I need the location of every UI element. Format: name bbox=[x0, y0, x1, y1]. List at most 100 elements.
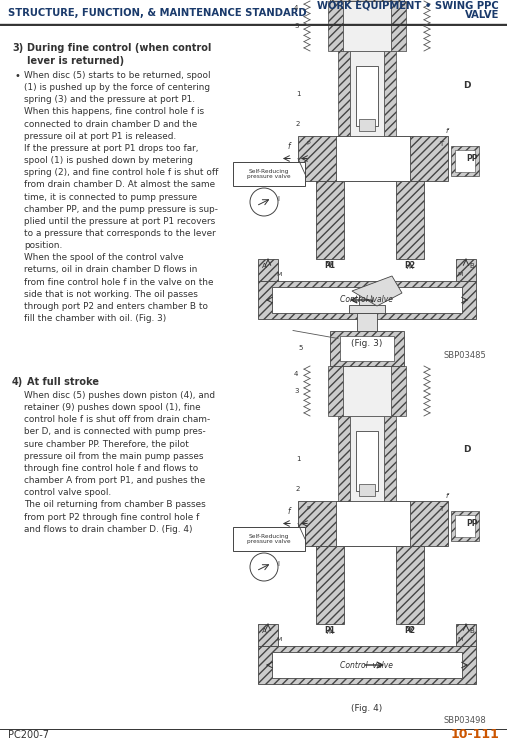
Bar bbox=[328, 1, 343, 51]
Text: Control  valve: Control valve bbox=[341, 661, 393, 670]
Bar bbox=[396, 181, 424, 259]
Bar bbox=[456, 624, 476, 646]
Text: f': f' bbox=[446, 128, 450, 134]
Text: B: B bbox=[469, 628, 474, 634]
Circle shape bbox=[250, 553, 278, 581]
Text: When disc (5) starts to be returned, spool
(1) is pushed up by the force of cent: When disc (5) starts to be returned, spo… bbox=[24, 71, 219, 323]
Text: 10-111: 10-111 bbox=[450, 729, 499, 742]
Bar bbox=[298, 501, 448, 546]
Bar bbox=[330, 0, 404, 1]
Text: PP: PP bbox=[466, 154, 478, 163]
Text: 2: 2 bbox=[296, 486, 300, 492]
Text: l: l bbox=[277, 561, 279, 567]
Text: 3): 3) bbox=[12, 43, 23, 53]
Text: P1: P1 bbox=[324, 626, 336, 635]
Text: D: D bbox=[463, 80, 471, 89]
Text: PP: PP bbox=[466, 519, 478, 528]
Bar bbox=[451, 146, 479, 176]
Text: (Fig. 4): (Fig. 4) bbox=[351, 704, 383, 713]
Text: T: T bbox=[439, 506, 443, 512]
Text: 3: 3 bbox=[294, 23, 299, 29]
Text: 3: 3 bbox=[294, 388, 299, 394]
Text: A: A bbox=[262, 628, 267, 634]
Bar bbox=[316, 546, 344, 624]
Text: •: • bbox=[14, 71, 20, 81]
Text: f: f bbox=[287, 142, 290, 151]
Text: WORK EQUIPMENT • SWING PPC: WORK EQUIPMENT • SWING PPC bbox=[317, 1, 499, 11]
Bar bbox=[258, 259, 278, 281]
Bar bbox=[330, 331, 404, 366]
Bar bbox=[338, 416, 350, 501]
Bar bbox=[356, 431, 378, 491]
Text: During fine control (when control
lever is returned): During fine control (when control lever … bbox=[27, 43, 211, 66]
Text: VALVE: VALVE bbox=[464, 10, 499, 20]
Text: M: M bbox=[457, 637, 462, 642]
Circle shape bbox=[250, 188, 278, 216]
Bar bbox=[328, 366, 343, 416]
Text: P1: P1 bbox=[324, 261, 336, 270]
Text: P2: P2 bbox=[405, 261, 416, 270]
Text: Self-Reducing
pressure valve: Self-Reducing pressure valve bbox=[247, 169, 291, 180]
Polygon shape bbox=[352, 276, 402, 306]
Bar bbox=[233, 527, 305, 551]
Bar bbox=[343, 1, 391, 51]
Text: When disc (5) pushes down piston (4), and
retainer (9) pushes down spool (1), fi: When disc (5) pushes down piston (4), an… bbox=[24, 391, 215, 533]
Text: M: M bbox=[276, 637, 281, 642]
Bar bbox=[316, 181, 344, 259]
Text: STRUCTURE, FUNCTION, & MAINTENANCE STANDARD: STRUCTURE, FUNCTION, & MAINTENANCE STAND… bbox=[8, 8, 307, 18]
Text: 2: 2 bbox=[296, 121, 300, 127]
Text: P: P bbox=[306, 141, 310, 146]
Text: A: A bbox=[262, 263, 267, 269]
Text: 4: 4 bbox=[294, 371, 299, 377]
Bar bbox=[359, 295, 375, 305]
Bar bbox=[340, 336, 394, 361]
Text: SBP03498: SBP03498 bbox=[443, 716, 486, 725]
Bar bbox=[336, 136, 410, 181]
Text: PC200-7: PC200-7 bbox=[8, 730, 49, 740]
Bar bbox=[336, 501, 410, 546]
Bar bbox=[384, 51, 396, 136]
Bar bbox=[258, 281, 476, 319]
Bar bbox=[349, 305, 385, 313]
Bar bbox=[359, 119, 375, 131]
Bar bbox=[338, 51, 350, 136]
Text: 4: 4 bbox=[294, 5, 299, 11]
Bar bbox=[357, 313, 377, 331]
Text: 4): 4) bbox=[12, 377, 23, 387]
Text: M: M bbox=[276, 272, 281, 277]
Text: Control  valve: Control valve bbox=[341, 296, 393, 305]
Bar bbox=[350, 416, 384, 501]
Bar bbox=[272, 287, 462, 313]
Bar bbox=[258, 624, 278, 646]
Bar bbox=[272, 652, 462, 678]
Text: B: B bbox=[469, 263, 474, 269]
Bar bbox=[384, 416, 396, 501]
Text: SBP03485: SBP03485 bbox=[443, 351, 486, 360]
Bar bbox=[356, 66, 378, 126]
Bar bbox=[456, 259, 476, 281]
Bar bbox=[455, 150, 475, 172]
Text: Self-Reducing
pressure valve: Self-Reducing pressure valve bbox=[247, 533, 291, 545]
Bar bbox=[298, 136, 448, 181]
Text: 1: 1 bbox=[296, 456, 301, 462]
Text: M: M bbox=[457, 272, 462, 277]
Bar bbox=[258, 646, 476, 684]
Text: At full stroke: At full stroke bbox=[27, 377, 99, 387]
Text: l: l bbox=[277, 196, 279, 202]
Text: T: T bbox=[439, 141, 443, 147]
Text: P2: P2 bbox=[405, 626, 416, 635]
Bar bbox=[350, 51, 384, 136]
Bar bbox=[233, 162, 305, 186]
Text: 1: 1 bbox=[296, 91, 301, 97]
Bar bbox=[396, 546, 424, 624]
Text: (Fig. 3): (Fig. 3) bbox=[351, 339, 383, 348]
Bar bbox=[391, 366, 406, 416]
Text: 5: 5 bbox=[298, 345, 302, 351]
Bar bbox=[451, 511, 479, 541]
Bar bbox=[343, 366, 391, 416]
Bar bbox=[391, 1, 406, 51]
Text: f': f' bbox=[446, 493, 450, 499]
Text: P: P bbox=[306, 506, 310, 511]
Text: f: f bbox=[287, 507, 290, 516]
Bar bbox=[455, 515, 475, 537]
